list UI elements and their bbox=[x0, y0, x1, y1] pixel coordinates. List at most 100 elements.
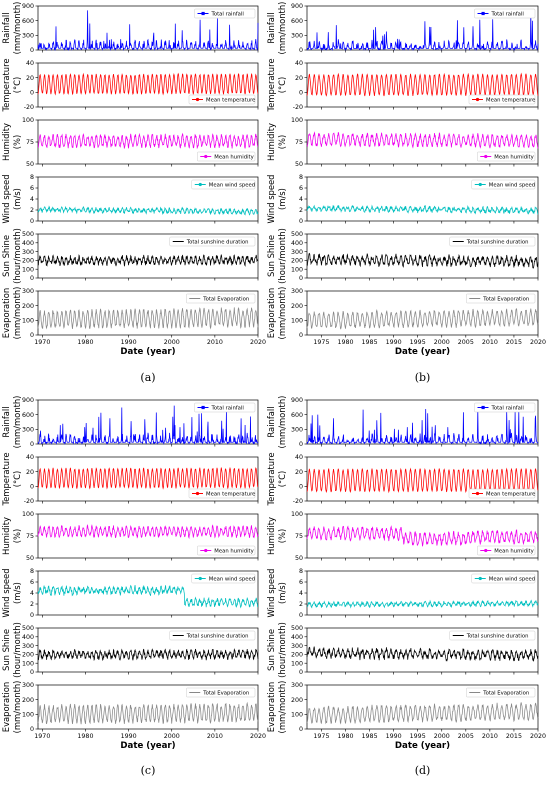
legend-box bbox=[191, 573, 256, 584]
legend-label: Total rainfall bbox=[491, 11, 524, 17]
series-line-humidity bbox=[38, 132, 258, 150]
y-tick-label: 40 bbox=[26, 454, 34, 461]
y-axis-unit: (%) bbox=[277, 135, 287, 150]
legend-label: Mean temperature bbox=[206, 491, 255, 497]
legend-marker bbox=[475, 491, 480, 496]
y-axis-unit: (hour/month) bbox=[12, 228, 22, 284]
y-axis-unit: (hour/month) bbox=[277, 228, 287, 284]
y-axis-label: Wind speed bbox=[266, 568, 276, 617]
legend-box bbox=[471, 179, 536, 190]
x-axis-label: Date (year) bbox=[120, 347, 175, 357]
y-axis-label: Sun Shine bbox=[266, 235, 276, 277]
y-tick-label: 2 bbox=[30, 207, 34, 214]
series-line-humidity bbox=[306, 131, 539, 149]
legend-box bbox=[468, 94, 536, 105]
legend: Total sunshine duration bbox=[449, 236, 536, 247]
legend-marker bbox=[478, 576, 482, 581]
series-line-wind bbox=[306, 204, 539, 215]
y-axis-label: Humidity bbox=[266, 517, 276, 555]
x-tick-label: 1980 bbox=[337, 733, 353, 740]
axes-frame bbox=[306, 399, 539, 445]
figure-caption: (d) bbox=[415, 764, 431, 777]
panel-temperature: -20 0 20 40 Temperature (°C) Mean temperature bbox=[1, 452, 259, 507]
legend-box bbox=[474, 8, 536, 19]
legend-marker bbox=[484, 548, 488, 553]
y-tick-label: 300 bbox=[291, 249, 303, 256]
legend: Mean temperature bbox=[468, 488, 535, 499]
y-tick-label: 900 bbox=[22, 397, 34, 404]
legend-box bbox=[191, 179, 256, 190]
y-tick-label: 100 bbox=[22, 117, 34, 124]
axes-frame bbox=[306, 5, 539, 51]
legend-label: Total sunshine duration bbox=[186, 633, 249, 639]
y-tick-label: 300 bbox=[291, 682, 303, 689]
y-axis-label: Humidity bbox=[1, 123, 11, 161]
panel-humidity: 50 75 100 Humidity (%) Mean humidity bbox=[266, 117, 539, 168]
panel-humidity: 50 75 100 Humidity (%) Mean humidity bbox=[1, 511, 259, 562]
y-tick-label: 0 bbox=[299, 47, 303, 54]
axes-frame bbox=[306, 233, 539, 279]
y-tick-label: 400 bbox=[291, 240, 303, 247]
legend-label: Total rainfall bbox=[211, 11, 244, 17]
y-axis-label: Evaporation bbox=[266, 682, 276, 732]
y-tick-label: 300 bbox=[22, 682, 34, 689]
y-axis-label: Evaporation bbox=[1, 288, 11, 338]
legend: Total Evaporation bbox=[466, 687, 536, 698]
panel-humidity: 50 75 100 Humidity (%) Mean humidity bbox=[1, 117, 259, 168]
series-line-temperature bbox=[306, 72, 539, 98]
x-tick-label: 1980 bbox=[77, 733, 93, 740]
legend-box bbox=[477, 545, 536, 556]
legend: Total rainfall bbox=[194, 8, 256, 19]
y-tick-label: 75 bbox=[26, 533, 34, 540]
y-tick-label: 2 bbox=[30, 601, 34, 608]
series-line-rainfall bbox=[306, 10, 539, 51]
y-tick-label: 0 bbox=[30, 332, 34, 339]
y-axis-unit: (°C) bbox=[277, 471, 287, 488]
axes-frame bbox=[306, 627, 539, 673]
y-tick-label: 200 bbox=[291, 258, 303, 265]
legend-label: Total sunshine duration bbox=[466, 633, 529, 639]
y-axis-unit: (mm/month) bbox=[12, 396, 22, 449]
y-axis-label: Evaporation bbox=[266, 288, 276, 338]
legend-label: Total sunshine duration bbox=[466, 239, 529, 245]
y-axis-label: Sun Shine bbox=[1, 235, 11, 277]
legend-label: Total Evaporation bbox=[482, 296, 529, 302]
legend: Mean humidity bbox=[477, 545, 536, 556]
y-axis-label: Rainfall bbox=[266, 406, 276, 437]
legend-label: Mean humidity bbox=[494, 548, 534, 554]
legend: Mean wind speed bbox=[471, 573, 536, 584]
y-tick-label: 4 bbox=[299, 196, 303, 203]
y-tick-label: 75 bbox=[26, 139, 34, 146]
y-tick-label: 0 bbox=[299, 484, 303, 491]
y-tick-label: 4 bbox=[30, 196, 34, 203]
y-tick-label: 300 bbox=[291, 643, 303, 650]
y-axis-label: Rainfall bbox=[266, 12, 276, 43]
legend-box bbox=[466, 293, 536, 304]
y-tick-label: 0 bbox=[30, 47, 34, 54]
y-tick-label: 0 bbox=[30, 669, 34, 676]
y-tick-label: 100 bbox=[291, 266, 303, 273]
y-tick-label: 0 bbox=[30, 218, 34, 225]
panel-humidity: 50 75 100 Humidity (%) Mean humidity bbox=[266, 511, 539, 562]
y-tick-label: 2 bbox=[299, 601, 303, 608]
y-tick-label: 6 bbox=[30, 579, 34, 586]
legend-label: Mean temperature bbox=[486, 491, 535, 497]
x-tick-label: 1980 bbox=[337, 339, 353, 346]
axes-frame bbox=[306, 290, 539, 336]
y-tick-label: 900 bbox=[291, 397, 303, 404]
series-line-wind bbox=[306, 599, 539, 609]
y-axis-unit: (mm/month) bbox=[12, 681, 22, 734]
legend-box bbox=[449, 236, 536, 247]
y-tick-label: 0 bbox=[30, 441, 34, 448]
x-axis-label: Date (year) bbox=[395, 741, 450, 751]
legend-box bbox=[466, 687, 536, 698]
y-tick-label: 300 bbox=[291, 33, 303, 40]
y-tick-label: 100 bbox=[291, 511, 303, 518]
y-axis-label: Temperature bbox=[266, 58, 276, 112]
x-tick-label: 2010 bbox=[482, 733, 498, 740]
y-tick-label: 300 bbox=[22, 288, 34, 295]
x-tick-label: 1975 bbox=[313, 733, 329, 740]
legend-label: Mean humidity bbox=[214, 548, 254, 554]
